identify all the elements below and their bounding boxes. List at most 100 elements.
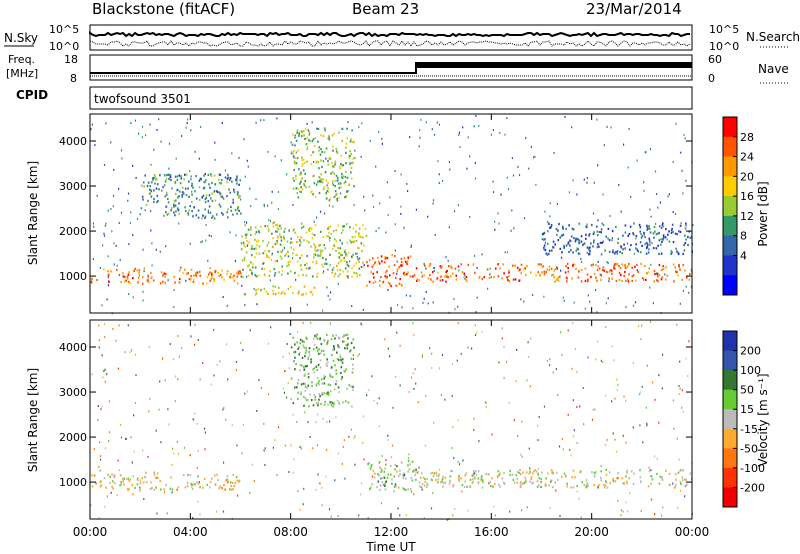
scatter-cell bbox=[543, 270, 546, 273]
scatter-cell bbox=[251, 245, 253, 248]
scatter-cell bbox=[354, 236, 356, 239]
scatter-cell bbox=[225, 479, 228, 482]
scatter-cell bbox=[551, 249, 553, 252]
scatter-cell bbox=[165, 483, 167, 486]
scatter-cell bbox=[625, 306, 627, 309]
scatter-cell bbox=[303, 395, 305, 398]
scatter-cell bbox=[340, 377, 343, 381]
scatter-cell bbox=[283, 391, 286, 394]
scatter-cell bbox=[290, 377, 293, 380]
scatter-cell bbox=[402, 272, 404, 275]
scatter-cell bbox=[103, 234, 106, 237]
scatter-cell bbox=[169, 173, 171, 176]
scatter-cell bbox=[251, 273, 253, 276]
scatter-cell bbox=[367, 463, 369, 466]
scatter-cell bbox=[565, 265, 567, 268]
scatter-cell bbox=[318, 383, 320, 386]
scatter-cell bbox=[319, 210, 322, 213]
scatter-cell bbox=[403, 226, 405, 229]
scatter-cell bbox=[399, 384, 401, 387]
scatter-cell bbox=[473, 125, 475, 128]
scatter-cell bbox=[646, 272, 648, 275]
scatter-cell bbox=[356, 246, 359, 249]
scatter-cell bbox=[620, 245, 622, 248]
scatter-cell bbox=[650, 475, 652, 478]
scatter-cell bbox=[358, 234, 360, 237]
scatter-cell bbox=[442, 180, 444, 182]
scatter-cell bbox=[372, 257, 374, 260]
scatter-cell bbox=[657, 275, 659, 278]
scatter-cell bbox=[198, 186, 201, 189]
scatter-cell bbox=[463, 275, 465, 279]
scatter-cell bbox=[197, 500, 199, 503]
scatter-cell bbox=[449, 479, 451, 483]
scatter-cell bbox=[358, 267, 361, 270]
scatter-cell bbox=[580, 260, 583, 263]
scatter-cell bbox=[586, 177, 588, 179]
scatter-cell bbox=[344, 260, 346, 263]
scatter-cell bbox=[165, 211, 167, 214]
scatter-cell bbox=[341, 127, 344, 130]
scatter-cell bbox=[313, 243, 315, 246]
scatter-cell bbox=[99, 267, 101, 269]
scatter-cell bbox=[511, 473, 514, 476]
scatter-cell bbox=[439, 468, 441, 471]
scatter-cell bbox=[279, 234, 281, 237]
scatter-cell bbox=[509, 510, 511, 513]
scatter-cell bbox=[274, 272, 277, 275]
scatter-cell bbox=[604, 444, 607, 446]
scatter-cell bbox=[467, 136, 469, 139]
scatter-cell bbox=[190, 129, 192, 132]
scatter-cell bbox=[361, 323, 363, 326]
scatter-cell bbox=[379, 279, 381, 282]
scatter-cell bbox=[421, 354, 424, 357]
scatter-cell bbox=[425, 290, 427, 293]
scatter-cell bbox=[276, 117, 278, 120]
scatter-cell bbox=[531, 294, 534, 296]
scatter-cell bbox=[577, 276, 580, 279]
scatter-cell bbox=[413, 388, 415, 390]
scatter-cell bbox=[344, 195, 347, 198]
scatter-cell bbox=[438, 473, 440, 476]
scatter-cell bbox=[616, 389, 618, 392]
scatter-cell bbox=[296, 192, 299, 195]
scatter-cell bbox=[543, 244, 546, 247]
scatter-cell bbox=[132, 493, 134, 496]
scatter-cell bbox=[385, 276, 388, 280]
scatter-cell bbox=[640, 262, 642, 265]
scatter-cell bbox=[302, 130, 305, 133]
scatter-cell bbox=[333, 345, 335, 348]
scatter-cell bbox=[263, 261, 265, 265]
scatter-cell bbox=[596, 246, 599, 249]
scatter-cell bbox=[562, 227, 564, 230]
scatter-cell bbox=[465, 279, 467, 282]
scatter-cell bbox=[187, 187, 189, 190]
scatter-cell bbox=[457, 460, 459, 463]
scatter-cell bbox=[418, 145, 420, 148]
scatter-cell bbox=[229, 191, 231, 194]
scatter-cell bbox=[545, 252, 547, 255]
scatter-cell bbox=[457, 477, 460, 480]
scatter-cell bbox=[321, 392, 324, 395]
scatter-cell bbox=[417, 401, 419, 404]
scatter-cell bbox=[494, 267, 497, 270]
scatter-cell bbox=[458, 474, 460, 478]
scatter-cell bbox=[509, 473, 512, 476]
scatter-cell bbox=[310, 358, 312, 361]
scatter-cell bbox=[90, 128, 92, 131]
scatter-cell bbox=[153, 189, 155, 192]
scatter-cell bbox=[369, 259, 371, 262]
scatter-cell bbox=[346, 261, 348, 264]
scatter-cell bbox=[300, 186, 302, 189]
scatter-cell bbox=[332, 205, 334, 208]
y-tick-label: 4000 bbox=[59, 341, 87, 354]
scatter-cell bbox=[283, 235, 285, 238]
scatter-cell bbox=[179, 182, 182, 185]
scatter-cell bbox=[589, 246, 591, 249]
scatter-cell bbox=[294, 350, 297, 353]
scatter-cell bbox=[654, 273, 656, 276]
scatter-cell bbox=[333, 172, 336, 175]
scatter-cell bbox=[427, 215, 429, 218]
scatter-cell bbox=[618, 183, 620, 186]
scatter-cell bbox=[243, 243, 245, 246]
